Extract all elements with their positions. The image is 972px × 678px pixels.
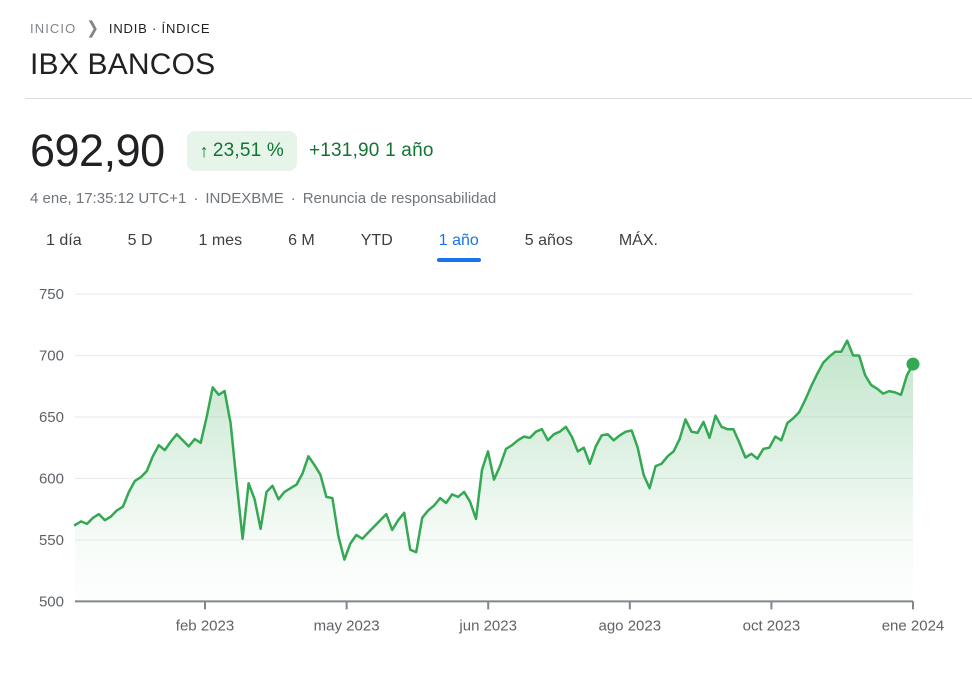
y-axis-label: 600	[39, 470, 64, 487]
price-line	[73, 339, 915, 561]
y-axis-label: 500	[39, 593, 64, 610]
chevron-right-icon: ❯	[86, 18, 99, 39]
breadcrumb-current: INDIB · ÍNDICE	[108, 21, 211, 36]
time-range-tabs: 1 día 5 D 1 mes 6 M YTD 1 año 5 años MÁX…	[0, 226, 972, 262]
change-period: 1 año	[385, 140, 434, 161]
tab-1-mes[interactable]: 1 mes	[198, 232, 243, 249]
x-axis-label: ene 2024	[882, 617, 945, 634]
tab-ytd[interactable]: YTD	[360, 232, 393, 249]
y-axis-label: 550	[39, 532, 64, 549]
y-axis-label: 650	[39, 409, 64, 426]
change-percent-badge: ↑ 23,51 %	[186, 131, 297, 171]
current-price: 692,90	[30, 125, 165, 176]
exchange-name: INDEXBME	[205, 190, 284, 207]
change-percent-value: 23,51 %	[212, 140, 284, 161]
price-chart[interactable]: 750 700 650 600 550 500 feb 2023 may 2023 jun 20…	[0, 272, 972, 654]
x-axis-label: jun 2023	[458, 617, 517, 634]
tab-1-ano[interactable]: 1 año	[436, 226, 481, 262]
tab-1-dia[interactable]: 1 día	[46, 232, 82, 249]
price-area-fill	[75, 340, 913, 602]
tab-max[interactable]: MÁX.	[618, 232, 658, 249]
quote-timestamp: 4 ene, 17:35:12 UTC+1	[30, 190, 187, 207]
up-arrow-icon: ↑	[199, 140, 209, 161]
y-axis-label: 750	[39, 286, 64, 303]
y-axis-label: 700	[39, 347, 64, 364]
quote-meta: 4 ene, 17:35:12 UTC+1 · INDEXBME · Renun…	[0, 190, 972, 207]
quote-summary: 692,90 ↑ 23,51 % +131,90 1 año	[0, 125, 972, 177]
x-axis-label: ago 2023	[599, 617, 662, 634]
tab-5d[interactable]: 5 D	[127, 232, 153, 249]
x-axis-label: feb 2023	[176, 617, 234, 634]
header-divider	[25, 98, 972, 99]
tab-6m[interactable]: 6 M	[288, 232, 315, 249]
page-title: IBX BANCOS	[30, 48, 216, 81]
tab-5-anos[interactable]: 5 años	[524, 232, 573, 249]
meta-separator: ·	[290, 190, 296, 207]
disclaimer-link[interactable]: Renuncia de responsabilidad	[302, 190, 497, 207]
breadcrumb-home-link[interactable]: INICIO	[30, 21, 77, 36]
x-axis-label: oct 2023	[743, 617, 801, 634]
change-absolute: +131,90 1 año	[309, 140, 434, 162]
last-price-marker	[906, 357, 920, 371]
breadcrumb: INICIO ❯ INDIB · ÍNDICE	[0, 18, 972, 39]
x-axis-label: may 2023	[314, 617, 380, 634]
meta-separator: ·	[193, 190, 199, 207]
change-absolute-value: +131,90	[308, 140, 380, 161]
